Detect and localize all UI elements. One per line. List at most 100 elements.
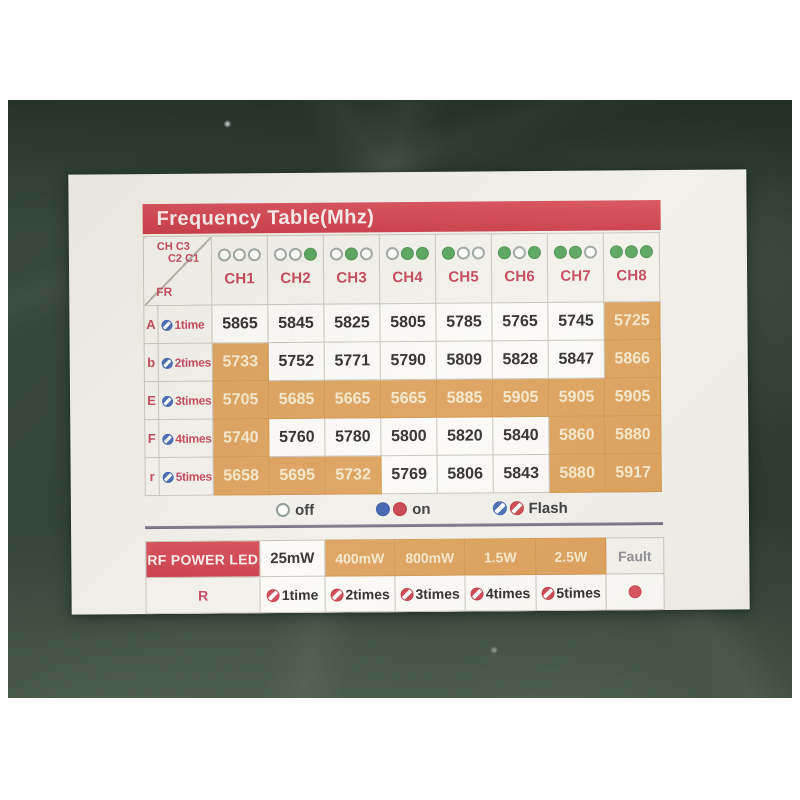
- section-divider: [145, 522, 664, 530]
- power-times-cell: 4times: [464, 574, 537, 612]
- legend-flash-item: Flash: [492, 499, 568, 517]
- channel-label: CH3: [336, 269, 367, 287]
- channel-label: CH6: [504, 268, 535, 286]
- power-times-cell: 5times: [535, 573, 607, 611]
- led-off-icon: [471, 246, 485, 260]
- led-on-icon: [344, 247, 358, 261]
- channel-label: CH2: [280, 269, 311, 288]
- channel-led-group: [268, 247, 323, 262]
- led-on-icon: [624, 245, 638, 259]
- freq-cell: 5740: [212, 418, 270, 458]
- led-off-icon: [385, 247, 399, 261]
- led-off-icon: [273, 247, 287, 262]
- band-row-b: b 2times 5733 5752 5771 5790 5809 5828 5847 5866: [144, 339, 661, 382]
- freq-cell: 5695: [269, 456, 326, 495]
- power-cell-1.5w: 1.5W: [464, 538, 536, 576]
- band-times-label: 3times: [175, 393, 212, 408]
- flash-red-icon: [330, 588, 344, 602]
- freq-cell: 5790: [380, 341, 437, 380]
- freq-cell: 5843: [492, 454, 550, 493]
- band-row-E: E 3times 5705 5685 5665 5665 5885 5905 5905 5905: [144, 377, 661, 420]
- freq-cell: 5800: [380, 417, 437, 456]
- freq-cell: 5780: [324, 417, 381, 457]
- freq-cell: 5685: [268, 380, 325, 419]
- freq-cell: 5733: [212, 342, 269, 382]
- channel-led-group: [436, 246, 491, 260]
- band-row-r: r 5times 5658 5695 5732 5769 5806 5843 5880 5917: [145, 453, 662, 496]
- channel-header-CH5: CH5: [435, 233, 492, 304]
- legend-flash-label: Flash: [528, 499, 568, 517]
- led-off-icon: [583, 245, 597, 259]
- freq-cell: 5847: [548, 339, 605, 379]
- led-on-icon: [639, 245, 653, 259]
- flash-blue-icon: [492, 501, 507, 516]
- flash-red-icon: [400, 587, 414, 601]
- corner-fr-label: FR: [156, 284, 173, 299]
- power-cell-800mw: 800mW: [394, 539, 465, 576]
- corner-ch-c3-label: CH C3: [156, 240, 190, 253]
- freq-cell: 5828: [492, 340, 549, 379]
- led-off-icon: [456, 246, 470, 260]
- fault-led-cell: [605, 573, 665, 610]
- led-on-icon: [553, 245, 567, 259]
- freq-cell: 5705: [212, 380, 269, 420]
- flash-red-icon: [470, 586, 484, 601]
- band-letter: F: [144, 419, 160, 458]
- channel-led-group: [212, 248, 267, 262]
- band-times-label: 5times: [175, 469, 212, 484]
- power-times-label: 2times: [345, 585, 390, 603]
- legend-on-item: on: [376, 500, 431, 517]
- legend-off-label: off: [295, 501, 315, 519]
- fault-led-icon: [628, 584, 642, 599]
- led-on-icon: [568, 245, 582, 259]
- freq-cell: 5806: [436, 454, 494, 494]
- channel-header-CH3: CH3: [323, 234, 380, 305]
- r-label-cell: R: [145, 576, 261, 614]
- led-off-icon: [276, 502, 291, 518]
- power-times-cell: 2times: [324, 575, 396, 613]
- card-content: Frequency Table(Mhz) CH C3 C2 C1 FR: [142, 200, 665, 614]
- page-title: Frequency Table(Mhz): [156, 206, 375, 230]
- power-cell-fault: Fault: [605, 537, 664, 574]
- led-off-icon: [512, 246, 526, 260]
- band-times-label: 1time: [174, 317, 205, 332]
- band-letter: r: [145, 457, 160, 496]
- frequency-table: CH C3 C2 C1 FR CH1 CH2 CH3 CH4 CH5 CH6 CH7 CH8 …: [143, 232, 662, 496]
- corner-cell: CH C3 C2 C1 FR: [143, 236, 212, 306]
- freq-cell: 5880: [548, 453, 606, 493]
- band-times-cell: 4times: [158, 419, 214, 458]
- band-times-cell: 1time: [157, 305, 213, 344]
- power-times-cell: 1time: [259, 576, 326, 613]
- band-times-cell: 5times: [159, 457, 214, 496]
- freq-cell: 5866: [604, 339, 661, 378]
- freq-cell: 5752: [268, 342, 325, 381]
- channel-led-group: [492, 245, 547, 260]
- channel-led-group: [380, 246, 435, 261]
- flash-red-icon: [541, 586, 555, 600]
- band-times-label: 4times: [175, 431, 212, 446]
- flash-red-icon: [266, 588, 280, 602]
- channel-header-row: CH C3 C2 C1 FR CH1 CH2 CH3 CH4 CH5 CH6 CH7 CH8: [143, 232, 660, 306]
- freq-cell: 5771: [324, 341, 381, 381]
- freq-cell: 5805: [379, 303, 437, 342]
- channel-header-CH8: CH8: [603, 232, 660, 302]
- freq-cell: 5865: [211, 304, 269, 344]
- rf-power-led-header: RF POWER LED: [145, 540, 260, 578]
- led-off-icon: [217, 248, 231, 262]
- flash-blue-icon: [162, 395, 174, 407]
- power-cell-25mw: 25mW: [259, 540, 325, 577]
- power-times-cell: 3times: [394, 575, 466, 612]
- channel-label: CH8: [616, 267, 647, 285]
- led-on-blue-icon: [376, 502, 391, 517]
- power-times-label: 4times: [485, 584, 531, 601]
- flash-blue-icon: [161, 319, 173, 331]
- channel-header-CH1: CH1: [211, 235, 268, 306]
- channel-led-group: [604, 245, 659, 259]
- freq-cell: 5658: [213, 456, 270, 496]
- flash-blue-icon: [162, 471, 174, 483]
- led-on-icon: [400, 246, 414, 261]
- led-on-icon: [609, 245, 623, 259]
- card-title-banner: Frequency Table(Mhz): [142, 200, 661, 235]
- power-times-label: 1time: [281, 586, 319, 603]
- band-row-F: F 4times 5740 5760 5780 5800 5820 5840 5860 5880: [144, 415, 661, 458]
